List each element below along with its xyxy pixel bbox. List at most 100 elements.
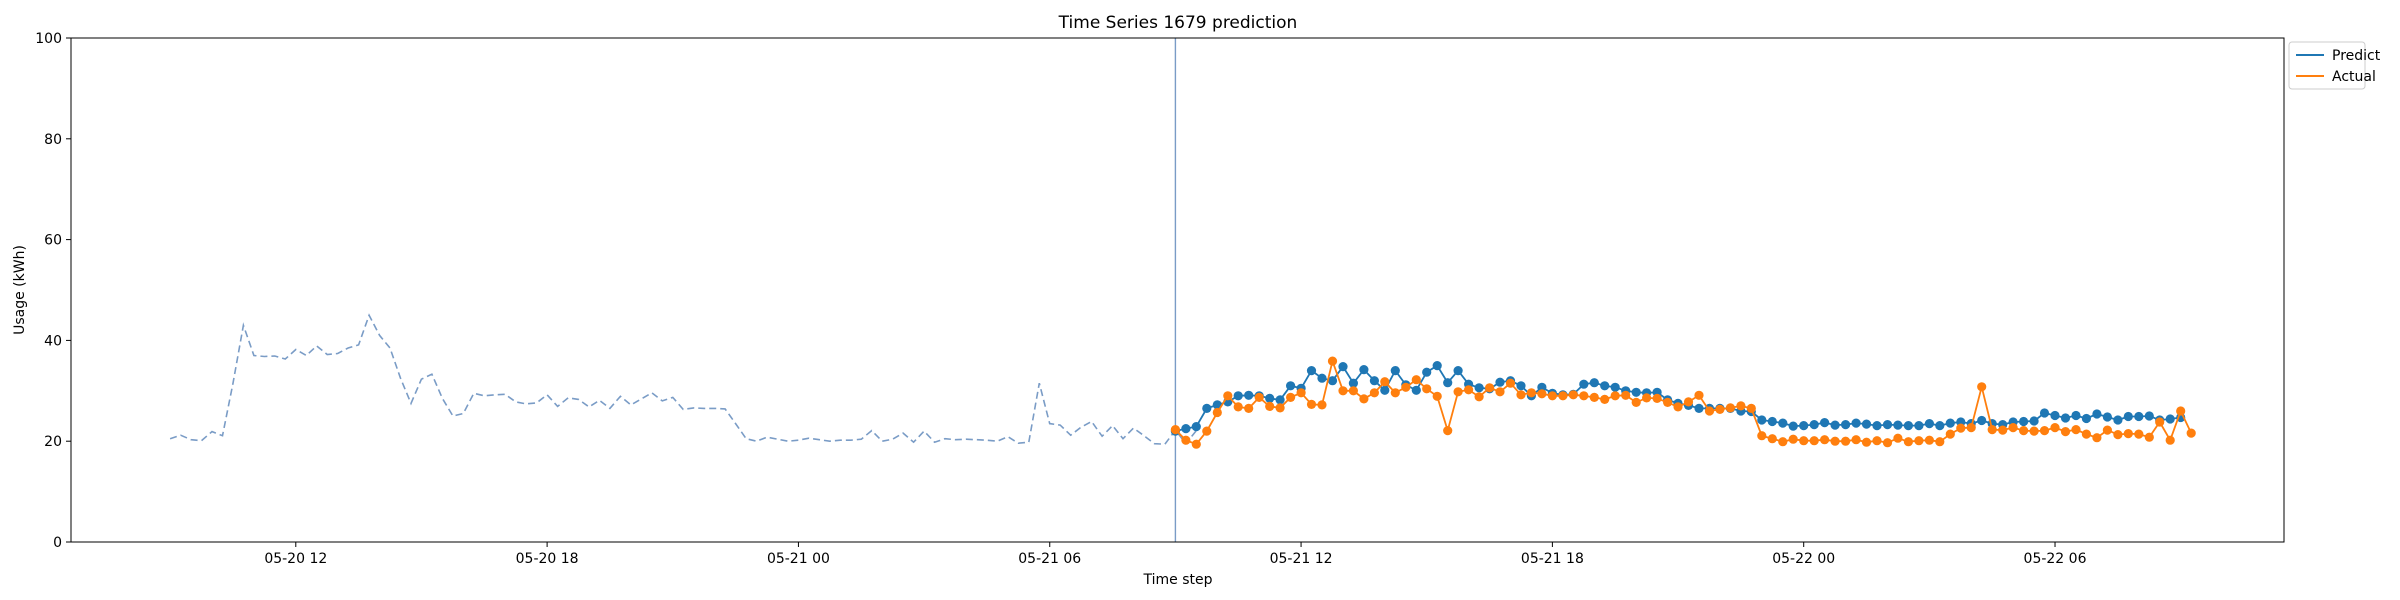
- actual-point: [1841, 436, 1851, 446]
- predict-point: [1317, 373, 1327, 383]
- actual-point: [1296, 388, 1306, 398]
- actual-point: [1966, 423, 1976, 433]
- actual-point: [1621, 390, 1631, 400]
- history-line: [169, 313, 1197, 446]
- predict-point: [2060, 413, 2071, 423]
- predict-point: [2144, 411, 2154, 421]
- actual-point: [1202, 426, 1212, 436]
- predict-point: [1820, 418, 1830, 428]
- legend: Predict Actual: [2288, 41, 2381, 90]
- predict-point: [1694, 403, 1704, 413]
- actual-point: [1547, 391, 1557, 401]
- actual-point: [1254, 392, 1264, 402]
- predict-point: [2081, 413, 2091, 424]
- actual-point: [1212, 407, 1222, 418]
- actual-point: [1683, 397, 1694, 407]
- actual-point: [1715, 404, 1725, 414]
- actual-point: [2019, 426, 2029, 436]
- plot-series: [169, 38, 2196, 542]
- actual-point: [1191, 439, 1201, 449]
- actual-point: [1453, 387, 1463, 397]
- predict-point: [1495, 377, 1505, 387]
- predict-point: [1841, 420, 1851, 430]
- actual-point: [1830, 436, 1840, 446]
- predict-point: [1338, 362, 1348, 372]
- actual-point: [1223, 391, 1233, 401]
- predict-point: [1788, 421, 1798, 431]
- actual-point: [1757, 431, 1767, 441]
- predict-point: [1767, 416, 1777, 427]
- actual-point: [2144, 432, 2154, 442]
- predict-point: [1903, 421, 1913, 431]
- predict-point: [1390, 366, 1400, 376]
- actual-point: [2102, 425, 2112, 435]
- actual-series: [1170, 356, 2196, 449]
- predict-point: [1914, 421, 1924, 431]
- chart-title: Time Series 1679 prediction: [1058, 13, 1298, 33]
- predict-point: [1432, 361, 1442, 371]
- actual-point: [1505, 378, 1516, 388]
- x-tick-label: 05-21 06: [1018, 551, 1081, 567]
- predict-point: [1537, 382, 1547, 392]
- actual-point: [1998, 425, 2008, 435]
- predict-point: [1631, 387, 1641, 397]
- actual-point: [1170, 425, 1180, 435]
- y-tick-label: 20: [44, 434, 62, 450]
- actual-point: [1181, 435, 1191, 445]
- predict-point: [1893, 420, 1903, 430]
- predict-point: [2092, 409, 2102, 419]
- actual-point: [1537, 389, 1547, 399]
- predict-point: [1516, 381, 1526, 391]
- actual-point: [1673, 402, 1683, 412]
- y-tick-label: 0: [53, 535, 62, 551]
- predict-point: [1872, 421, 1882, 431]
- predict-point: [1327, 376, 1338, 386]
- actual-point: [1411, 375, 1421, 385]
- predict-point: [1945, 418, 1955, 428]
- predict-series: [1170, 361, 2186, 436]
- actual-point: [1568, 390, 1578, 400]
- actual-point: [1265, 401, 1275, 411]
- predict-point: [2029, 416, 2039, 426]
- actual-point: [1600, 394, 1610, 404]
- predict-point: [2123, 411, 2133, 422]
- actual-point: [1694, 390, 1704, 400]
- predict-point: [1579, 379, 1589, 389]
- actual-point: [2071, 425, 2081, 435]
- legend-actual-label: Actual: [2332, 69, 2376, 85]
- predict-point: [1453, 366, 1463, 376]
- actual-point: [1809, 436, 1819, 446]
- actual-point: [2039, 426, 2050, 436]
- predict-point: [1882, 420, 1893, 430]
- predict-point: [1348, 378, 1358, 388]
- actual-point: [1977, 382, 1987, 392]
- actual-point: [2113, 430, 2123, 440]
- actual-point: [1872, 436, 1882, 446]
- predict-point: [1589, 378, 1599, 388]
- x-axis-ticks: 05-20 12 05-20 18 05-21 00 05-21 06 05-21 12…: [264, 542, 2087, 567]
- actual-point: [1422, 384, 1432, 394]
- x-tick-label: 05-22 06: [2024, 551, 2087, 567]
- predict-point: [1851, 418, 1861, 428]
- actual-point: [1610, 391, 1620, 401]
- actual-point: [1485, 383, 1495, 393]
- predict-point: [1244, 390, 1254, 400]
- actual-point: [1443, 426, 1453, 436]
- actual-point: [1589, 392, 1599, 402]
- actual-point: [1579, 391, 1589, 401]
- predict-point: [1380, 385, 1390, 395]
- actual-point: [1244, 403, 1254, 413]
- predict-point: [1757, 415, 1767, 425]
- predict-point: [1799, 421, 1809, 431]
- actual-point: [1495, 387, 1505, 397]
- actual-point: [1903, 437, 1913, 447]
- predict-point: [1275, 395, 1285, 405]
- actual-point: [2123, 429, 2133, 439]
- predict-point: [2071, 410, 2081, 421]
- actual-point: [1631, 397, 1641, 407]
- predict-point: [1809, 420, 1819, 430]
- actual-point: [1516, 390, 1526, 400]
- y-tick-label: 80: [44, 132, 62, 148]
- predict-point: [1443, 378, 1453, 388]
